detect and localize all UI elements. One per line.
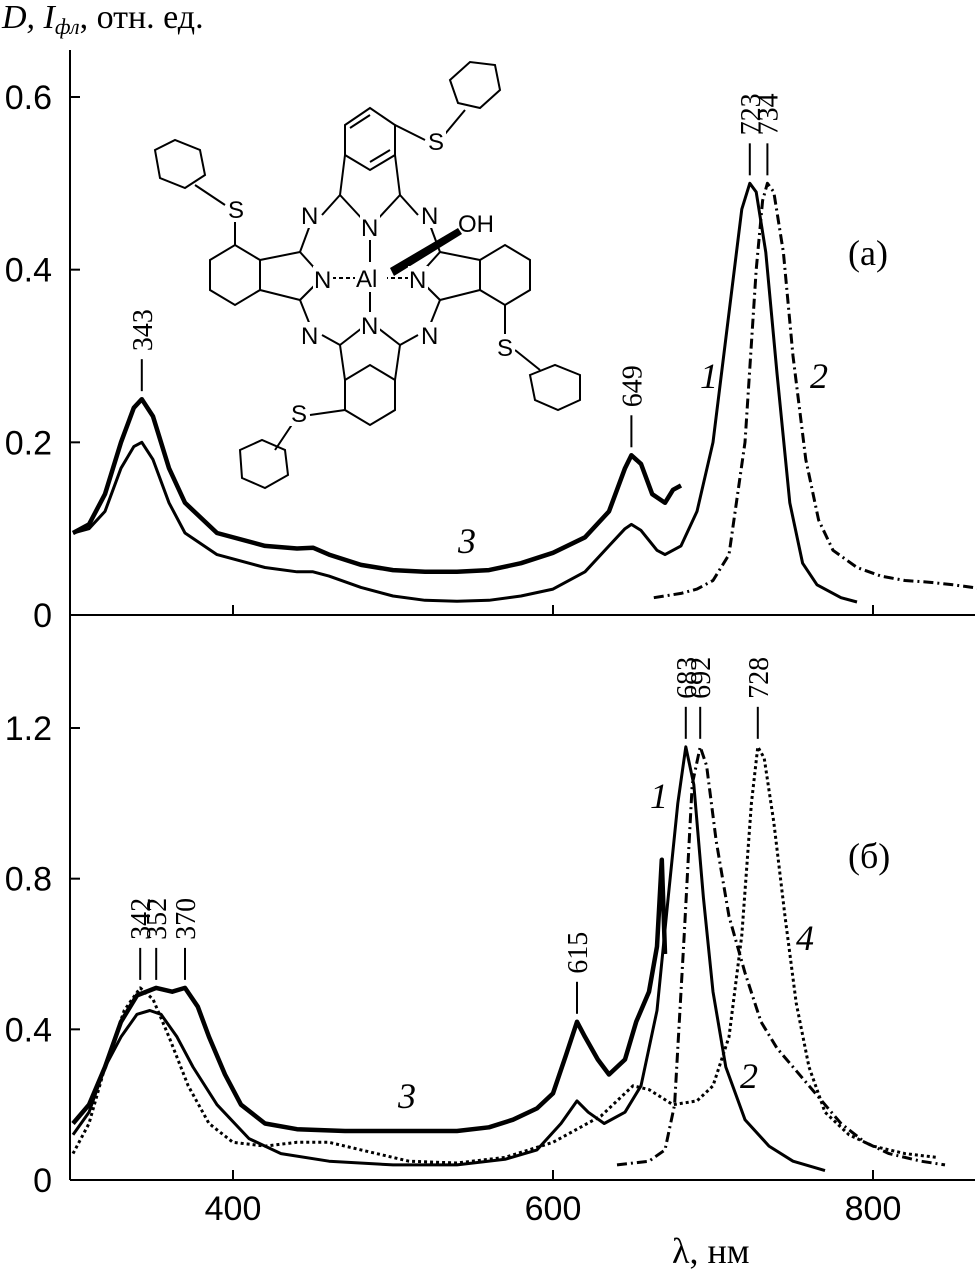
curve-label-b-4: 4 xyxy=(796,918,814,958)
curve-label-b-3: 3 xyxy=(397,1076,416,1116)
y-axis-label: D, Iфл, отн. ед. xyxy=(1,0,204,39)
peak-label: 683 xyxy=(672,657,703,699)
benzo-ring-bottom xyxy=(344,363,396,427)
atom-s: S xyxy=(291,401,307,428)
molecule-structure: N N N N N Al N N N OH S S S S xyxy=(153,60,581,490)
atom-n: N xyxy=(301,323,318,350)
x-tick-label: 600 xyxy=(525,1190,582,1228)
y-tick-label: 0.8 xyxy=(5,861,52,899)
y-tick-label: 0.4 xyxy=(5,252,52,290)
series-line-a-2 xyxy=(72,181,858,604)
al-oh-wedge-bond xyxy=(390,228,462,276)
peak-label: 370 xyxy=(171,898,202,940)
peak-label: 615 xyxy=(563,932,594,974)
y-tick-label: 0 xyxy=(33,1162,52,1200)
benzo-ring-top xyxy=(344,106,396,172)
y-tick-label: 1.2 xyxy=(5,710,52,748)
benzo-ring-right xyxy=(479,243,531,307)
x-tick-label: 800 xyxy=(845,1190,902,1228)
atom-s: S xyxy=(428,129,444,156)
panel-b: 0 0.4 0.8 1.2 400 600 800 (б) 1 2 3 4 3423523… xyxy=(5,615,975,1228)
series-line-a-3 xyxy=(653,181,977,600)
y-tick-label: 0 xyxy=(33,597,52,635)
y-tick-label: 0.6 xyxy=(5,79,52,117)
phenyl-ring-4 xyxy=(238,438,290,490)
series-line-b-1 xyxy=(71,857,668,1134)
x-tick-label: 400 xyxy=(205,1190,262,1228)
y-tick-label: 0.4 xyxy=(5,1011,52,1049)
peak-label: 649 xyxy=(617,365,648,407)
peak-label: 352 xyxy=(142,898,173,940)
panel-b-label: (б) xyxy=(848,836,890,876)
atom-n: N xyxy=(421,323,438,350)
peak-label: 734 xyxy=(753,93,784,135)
benzo-ring-left xyxy=(209,243,261,307)
atom-n: N xyxy=(409,267,426,294)
peak-label: 342 xyxy=(126,898,157,940)
atom-n: N xyxy=(361,215,378,242)
curve-label-a-2: 2 xyxy=(810,356,828,396)
curve-label-a-1: 1 xyxy=(700,356,718,396)
phenyl-ring-2 xyxy=(153,138,207,190)
phenyl-ring-1 xyxy=(448,60,502,110)
peak-label: 343 xyxy=(128,309,159,351)
peak-label: 692 xyxy=(686,657,717,699)
phenyl-ring-3 xyxy=(528,363,581,412)
peak-label: 723 xyxy=(736,93,767,135)
y-tick-label: 0.2 xyxy=(5,424,52,462)
atom-n: N xyxy=(421,203,438,230)
series-line-b-4 xyxy=(71,745,938,1165)
series-line-b-3 xyxy=(616,745,946,1167)
atom-s: S xyxy=(497,335,513,362)
panel-a-label: (a) xyxy=(848,233,888,273)
curve-label-b-1: 1 xyxy=(650,776,668,816)
atom-n: N xyxy=(301,203,318,230)
curve-label-b-2: 2 xyxy=(740,1056,758,1096)
atom-n: N xyxy=(361,313,378,340)
series-line-a-1 xyxy=(71,396,683,575)
atom-n: N xyxy=(314,267,331,294)
curve-label-a-3: 3 xyxy=(457,521,476,561)
atom-al: Al xyxy=(356,266,377,293)
atom-s: S xyxy=(228,197,244,224)
peak-label: 728 xyxy=(744,657,775,699)
x-axis-label: λ, нм xyxy=(672,1231,750,1271)
atom-oh: OH xyxy=(458,211,494,238)
